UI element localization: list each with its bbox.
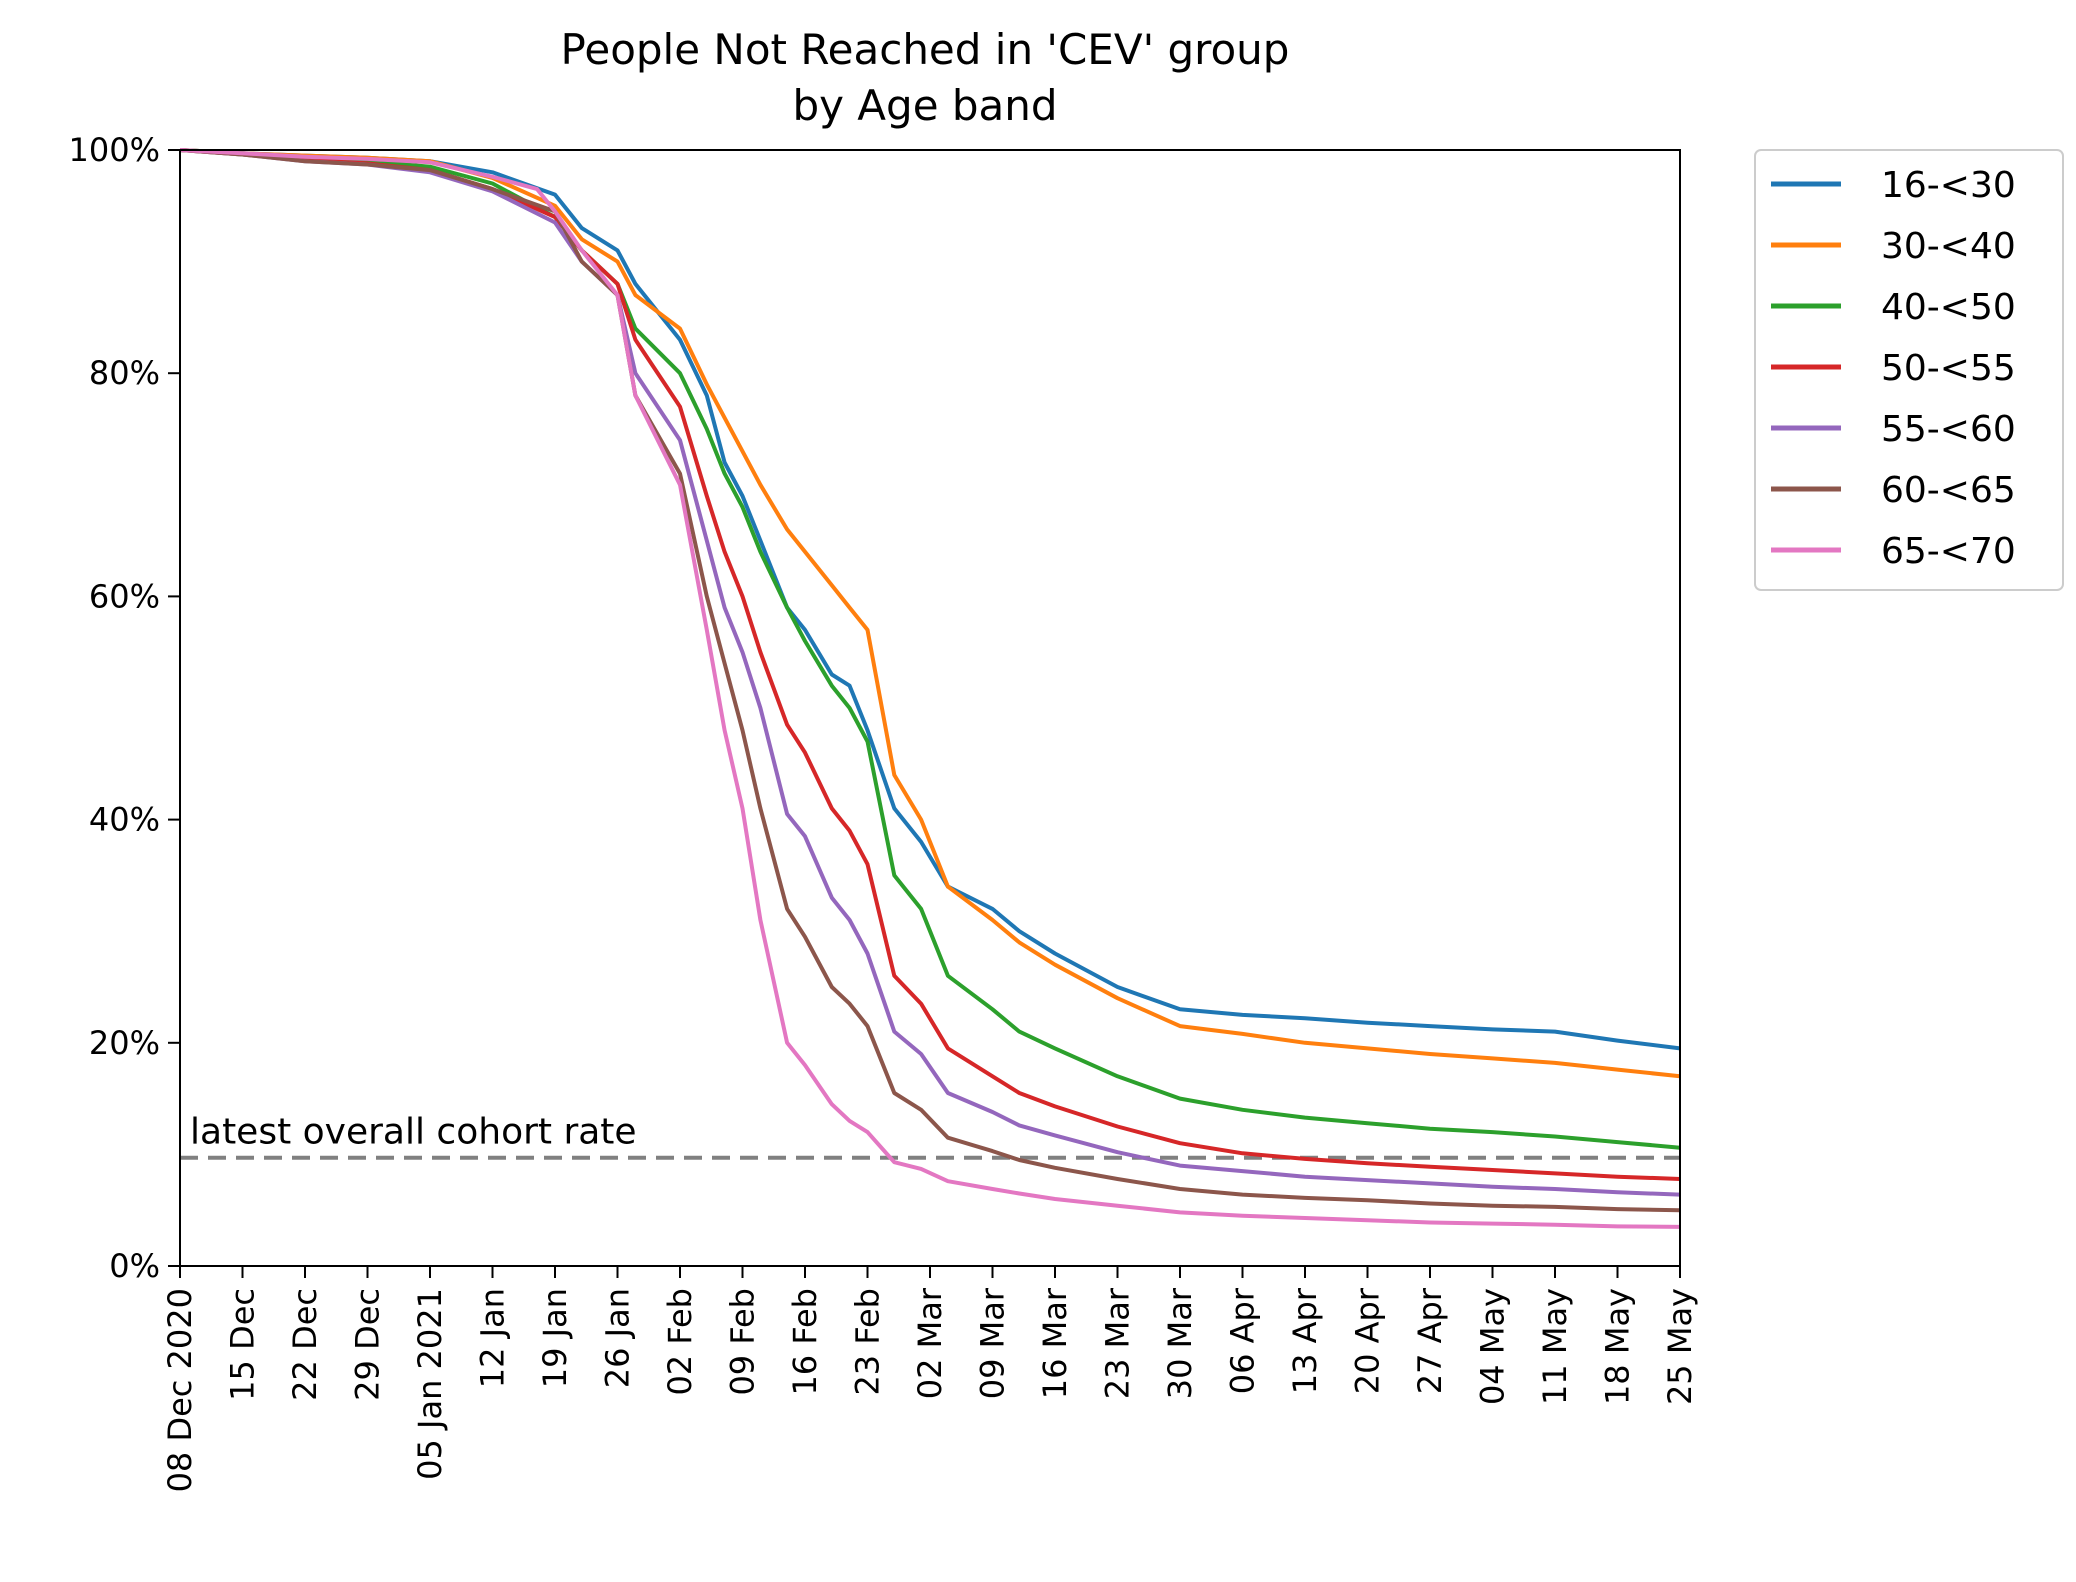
annotation: latest overall cohort rate: [180, 1112, 1680, 1160]
legend-label: 60-<65: [1881, 470, 2016, 511]
x-tick-label: 22 Dec: [286, 1288, 324, 1401]
x-tick-label: 23 Feb: [849, 1288, 887, 1396]
y-tick-label: 40%: [89, 801, 160, 839]
legend-label: 55-<60: [1881, 409, 2016, 450]
legend-label: 40-<50: [1881, 287, 2016, 328]
x-tick-label: 04 May: [1474, 1288, 1512, 1405]
y-tick-label: 100%: [69, 131, 160, 169]
x-tick-label: 26 Jan: [599, 1288, 637, 1388]
y-tick-label: 80%: [89, 354, 160, 392]
x-tick-label: 25 May: [1661, 1288, 1699, 1405]
x-tick-label: 16 Feb: [786, 1288, 824, 1396]
x-tick-label: 18 May: [1599, 1288, 1637, 1405]
x-tick-label: 15 Dec: [224, 1288, 262, 1401]
y-tick-label: 60%: [89, 577, 160, 615]
legend-box: [1754, 149, 2064, 591]
series-line-40-<50: [179, 148, 1681, 1150]
x-tick-label: 16 Mar: [1036, 1287, 1074, 1399]
legend-label: 65-<70: [1881, 531, 2016, 572]
x-tick-label: 30 Mar: [1161, 1287, 1199, 1399]
y-tick-label: 0%: [109, 1247, 160, 1285]
legend-label: 30-<40: [1881, 226, 2016, 267]
y-tick-label: 20%: [89, 1024, 160, 1062]
x-tick-label: 02 Feb: [661, 1288, 699, 1396]
legend: 16-<30 30-<40 40-<50 50-<55 55-<60 60-<65 65-<…: [1754, 149, 2064, 591]
legend-label: 16-<30: [1881, 165, 2016, 206]
x-tick-label: 19 Jan: [536, 1288, 574, 1388]
series-line-65-<70: [179, 148, 1681, 1229]
x-tick-label: 02 Mar: [911, 1287, 949, 1399]
x-tick-label: 27 Apr: [1411, 1287, 1449, 1394]
x-tick-label: 12 Jan: [474, 1288, 512, 1388]
series-line-50-<55: [179, 148, 1681, 1181]
series-line-30-<40: [179, 148, 1681, 1079]
x-tick-label: 20 Apr: [1349, 1287, 1387, 1394]
plot-frame: [179, 149, 1681, 1267]
annotation-label: latest overall cohort rate: [190, 1112, 637, 1153]
legend-label: 50-<55: [1881, 348, 2016, 389]
series-line-16-<30: [179, 148, 1681, 1051]
x-tick-label: 13 Apr: [1286, 1287, 1324, 1394]
x-tick-label: 05 Jan 2021: [411, 1288, 449, 1480]
x-tick-label: 29 Dec: [349, 1288, 387, 1401]
x-tick-label: 09 Feb: [724, 1288, 762, 1396]
chart-subtitle: by Age band: [792, 81, 1057, 130]
series-line-55-<60: [179, 148, 1681, 1197]
x-tick-label: 09 Mar: [974, 1287, 1012, 1399]
x-tick-label: 06 Apr: [1224, 1287, 1262, 1394]
chart-title: People Not Reached in 'CEV' group: [561, 25, 1290, 74]
x-tick-label: 11 May: [1536, 1288, 1574, 1405]
series-lines: [179, 148, 1681, 1229]
series-line-60-<65: [179, 148, 1681, 1213]
x-tick-label: 08 Dec 2020: [161, 1288, 199, 1492]
axes: 08 Dec 2020 15 Dec 22 Dec 29 Dec 05 Jan 2021…: [69, 131, 1699, 1492]
x-tick-label: 23 Mar: [1099, 1287, 1137, 1399]
